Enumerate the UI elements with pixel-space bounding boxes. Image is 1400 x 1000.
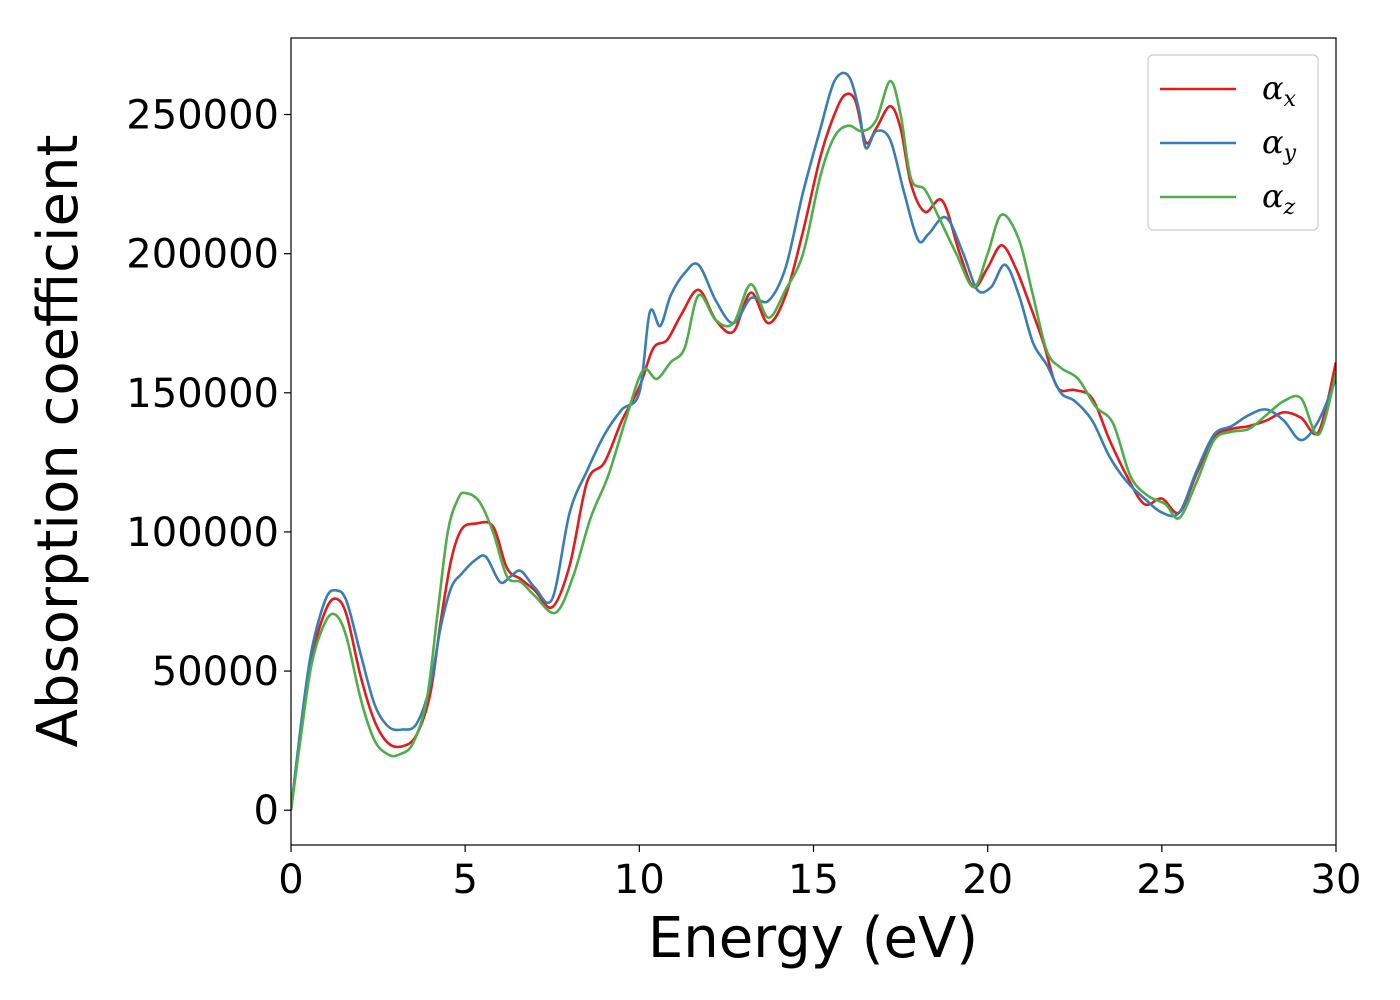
legend-label-alpha-y: αy (1262, 123, 1297, 166)
x-tick-label: 15 (788, 857, 839, 903)
axes: 0 5 10 15 20 25 30 0 50000 100000 150000 200000 2500… (126, 37, 1362, 903)
y-axis-label: Absorption coefficient (26, 135, 91, 748)
x-tick-label: 25 (1136, 857, 1187, 903)
x-tick-label: 10 (614, 857, 665, 903)
y-tick-label: 100000 (126, 510, 279, 556)
x-tick-label: 20 (962, 857, 1013, 903)
x-tick-label: 30 (1311, 857, 1362, 903)
legend-label-alpha-z: αz (1262, 177, 1296, 220)
x-axis-label: Energy (eV) (648, 906, 978, 971)
plot-content (291, 71, 1336, 811)
y-tick-label: 150000 (126, 371, 279, 417)
series-line-alpha-y (291, 71, 1336, 811)
legend-label-alpha-x: αx (1262, 69, 1297, 112)
x-tick-label: 0 (278, 857, 303, 903)
y-tick-label: 50000 (152, 649, 279, 695)
legend: αx αy αz (1147, 54, 1319, 231)
series-line-alpha-z (291, 79, 1336, 811)
y-tick-label: 0 (254, 788, 279, 834)
y-tick-label: 200000 (126, 232, 279, 278)
y-tick-label: 250000 (126, 93, 279, 139)
x-tick-label: 5 (452, 857, 477, 903)
